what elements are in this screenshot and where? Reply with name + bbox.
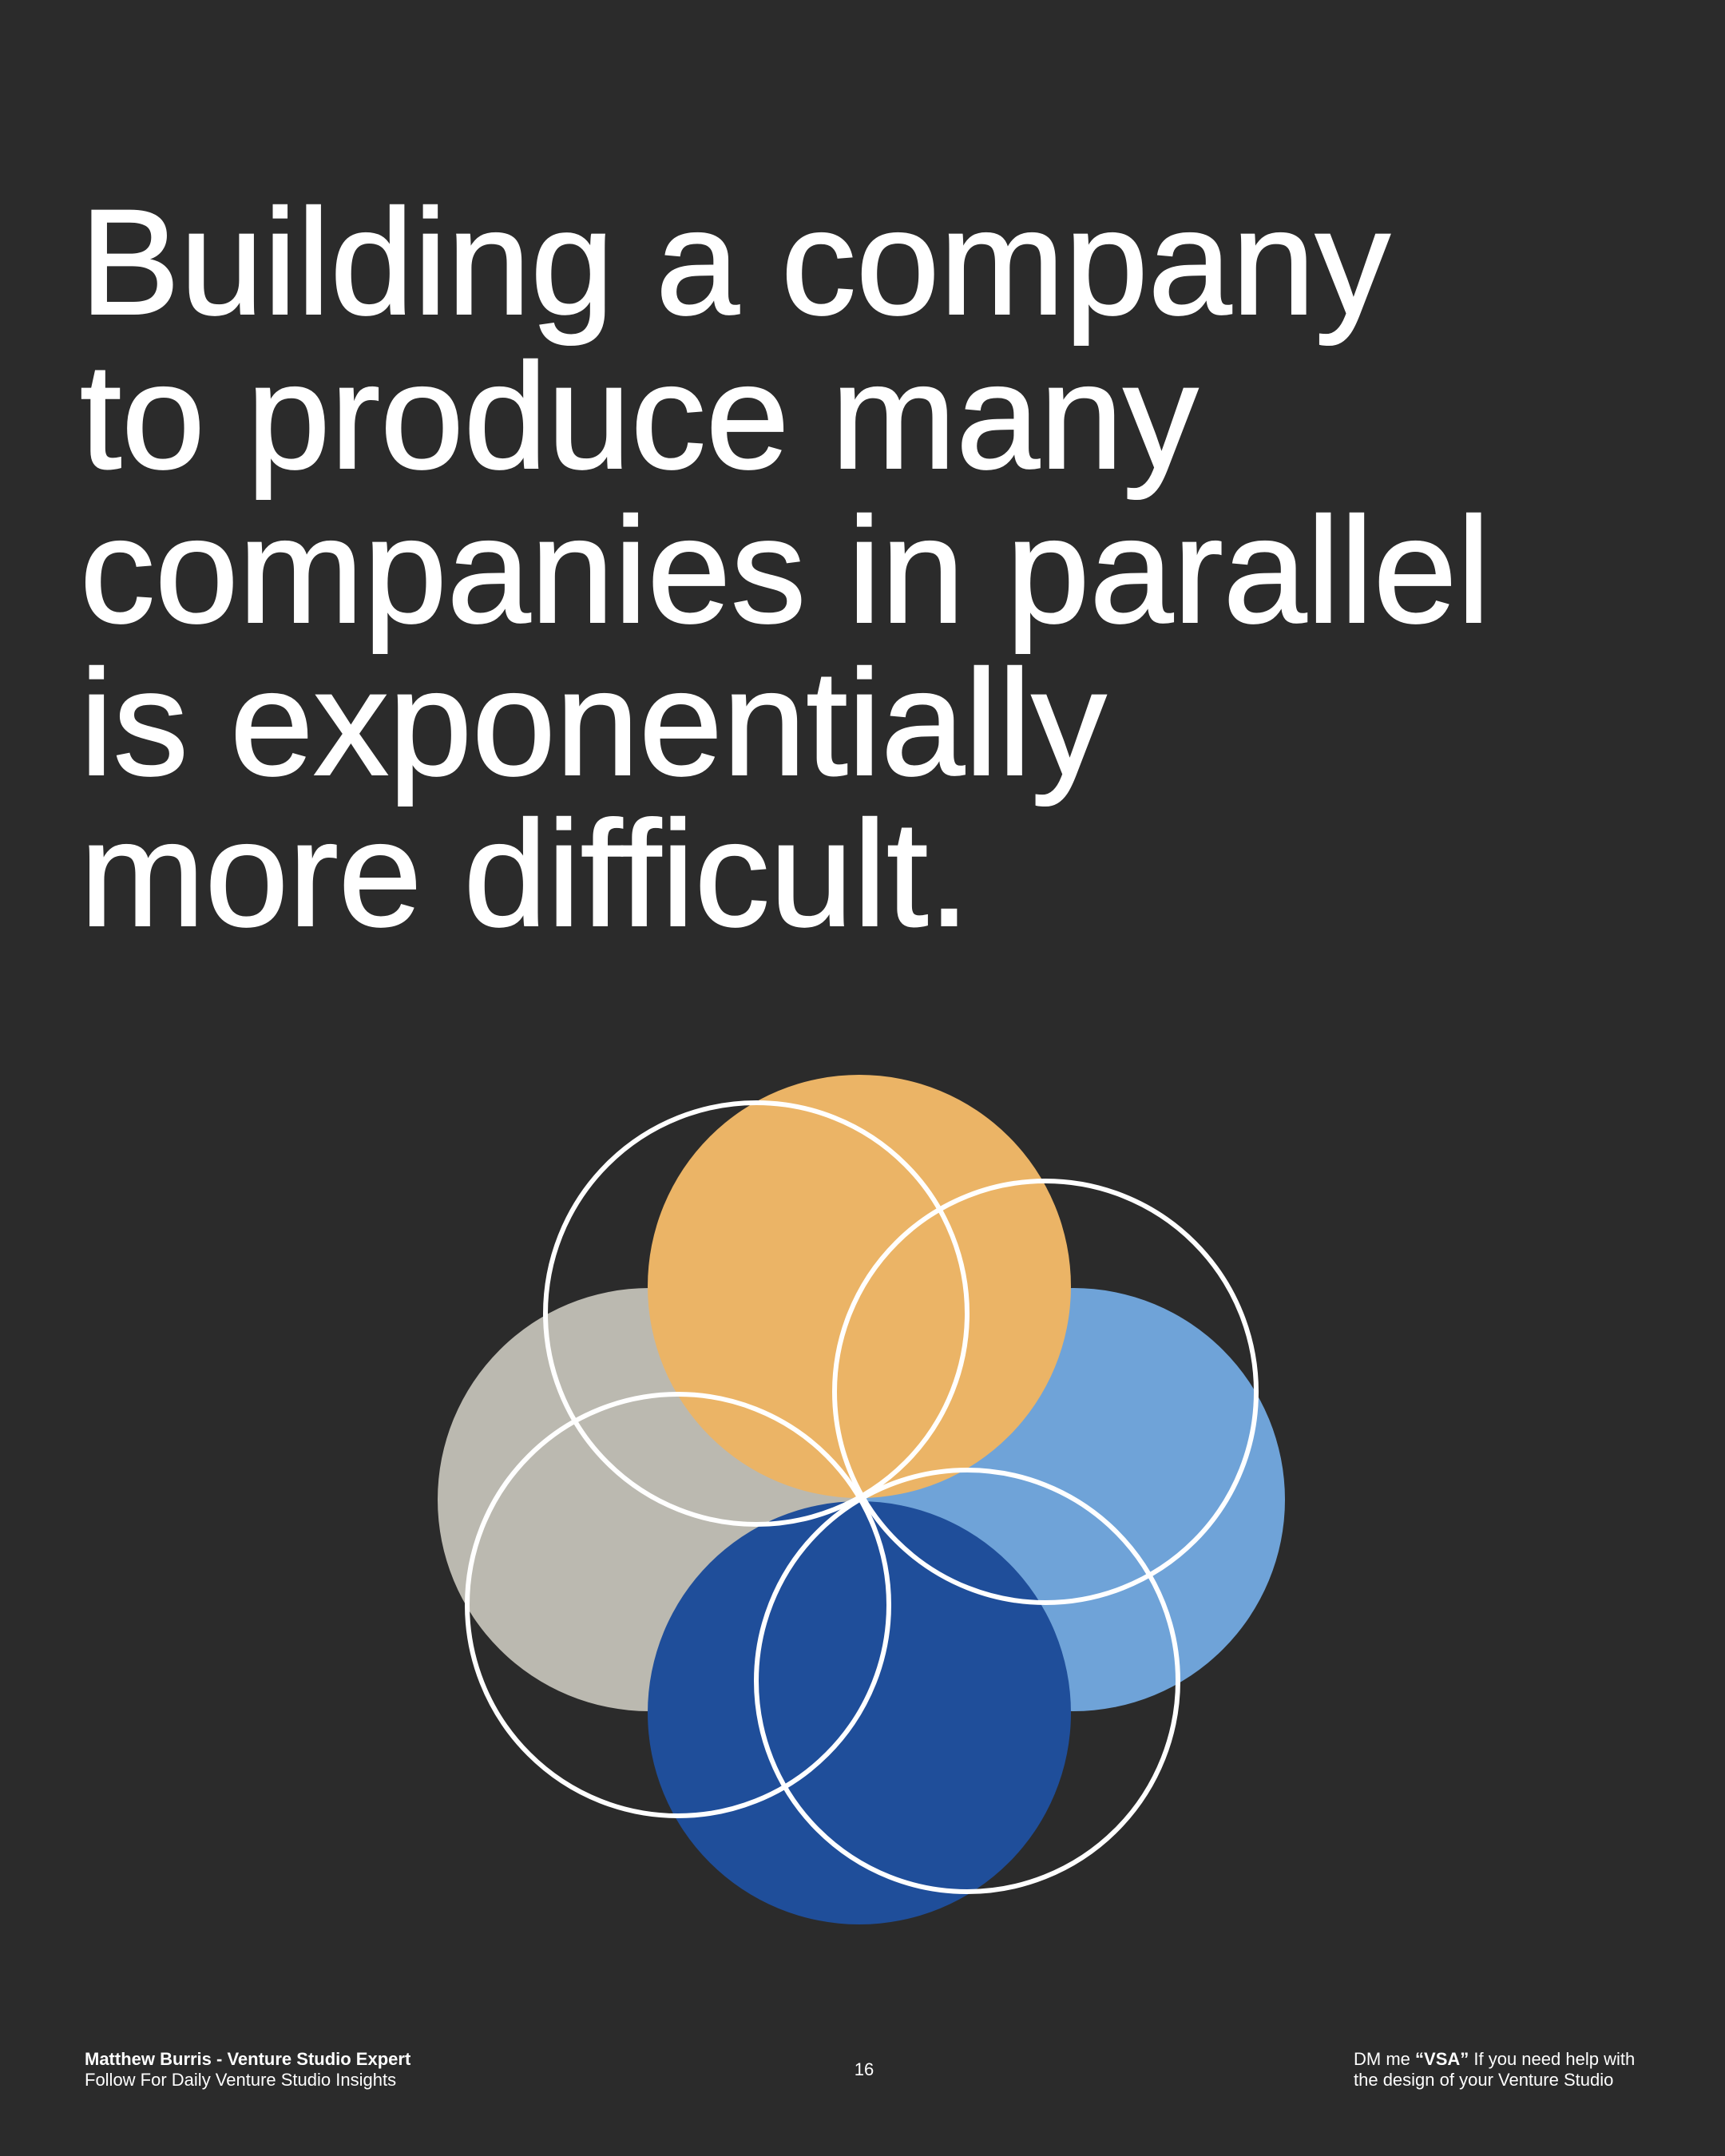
cta-line2: the design of your Venture Studio xyxy=(1354,2070,1613,2090)
cta-text: If you need help with xyxy=(1473,2049,1635,2069)
outline-circle xyxy=(543,1100,970,1527)
circles-graphic xyxy=(438,1075,1285,1924)
author: Matthew Burris - Venture Studio Expert xyxy=(85,2049,411,2069)
headline-line: to produce many xyxy=(80,332,1198,500)
circle-orange xyxy=(648,1075,1071,1498)
outline-circle xyxy=(754,1468,1180,1894)
cta-highlight: “VSA” xyxy=(1415,2049,1469,2069)
page-number: 16 xyxy=(855,2059,874,2079)
headline: Building a company to produce many compa… xyxy=(79,177,1491,958)
outline-circle xyxy=(832,1179,1259,1605)
cta-line: DM me “VSA” If you need help with xyxy=(1354,2049,1635,2069)
headline-line: companies in parallel xyxy=(80,486,1490,654)
headline-line: more difficult. xyxy=(80,790,970,957)
headline-line: Building a company xyxy=(80,178,1390,346)
headline-line: is exponentially xyxy=(80,639,1106,807)
tagline: Follow For Daily Venture Studio Insights xyxy=(85,2070,396,2090)
outline-circle xyxy=(465,1392,891,1818)
cta-prefix: DM me xyxy=(1354,2049,1410,2069)
footer: Matthew Burris - Venture Studio Expert F… xyxy=(85,2049,1635,2090)
